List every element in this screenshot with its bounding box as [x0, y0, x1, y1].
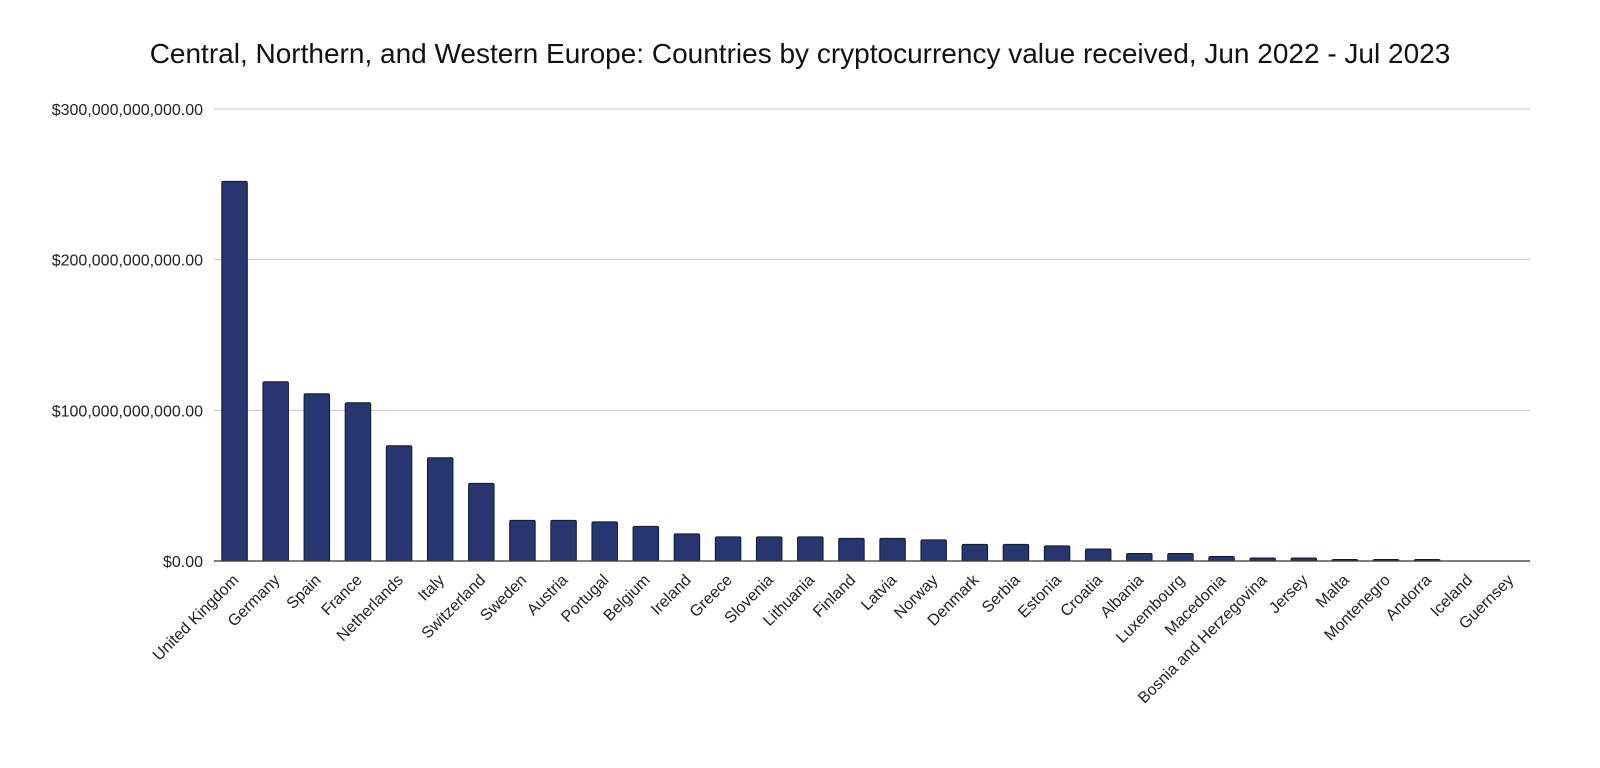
bars [221, 180, 1441, 562]
x-tick-label: Estonia [1015, 572, 1065, 622]
x-tick-label: Andorra [1383, 572, 1435, 624]
bar-estonia [1043, 545, 1071, 562]
bar-spain [303, 393, 331, 562]
x-tick-label: Belgium [601, 572, 654, 625]
y-tick-label: $300,000,000,000.00 [52, 102, 203, 119]
bar-united-kingdom [221, 180, 248, 562]
bar-greece [714, 536, 742, 562]
x-tick-label: Italy [415, 572, 448, 605]
bar-portugal [591, 521, 618, 562]
bar-france [344, 402, 372, 562]
bar-slovenia [755, 536, 783, 562]
x-tick-label: Sweden [477, 572, 530, 625]
y-axis-ticks: $0.00 $100,000,000,000.00 $200,000,000,000… [52, 102, 203, 571]
bar-netherlands [385, 445, 413, 562]
bar-italy [426, 457, 454, 562]
bar-albania [1126, 552, 1153, 562]
bar-denmark [961, 543, 989, 562]
bar-luxembourg [1167, 552, 1194, 562]
x-tick-label: Finland [810, 572, 859, 621]
y-tick-label: $200,000,000,000.00 [52, 253, 203, 270]
bar-lithuania [797, 536, 824, 562]
bar-croatia [1084, 548, 1112, 562]
gridlines [214, 108, 1530, 411]
bar-finland [838, 537, 865, 562]
y-tick-label: $100,000,000,000.00 [52, 403, 203, 420]
bar-serbia [1002, 543, 1030, 562]
bar-belgium [632, 525, 660, 562]
x-tick-label: Ireland [648, 572, 695, 619]
bar-latvia [879, 537, 906, 562]
bar-ireland [673, 533, 701, 562]
bar-macedonia [1208, 555, 1235, 562]
bar-sweden [509, 519, 536, 562]
x-tick-label: Jersey [1266, 572, 1311, 617]
y-tick-label: $0.00 [163, 554, 203, 571]
bar-switzerland [468, 482, 495, 562]
x-tick-label: Croatia [1058, 572, 1107, 621]
bar-austria [550, 519, 577, 562]
chart-title: Central, Northern, and Western Europe: C… [149, 38, 1451, 69]
bar-germany [262, 381, 289, 562]
bar-norway [920, 539, 947, 562]
